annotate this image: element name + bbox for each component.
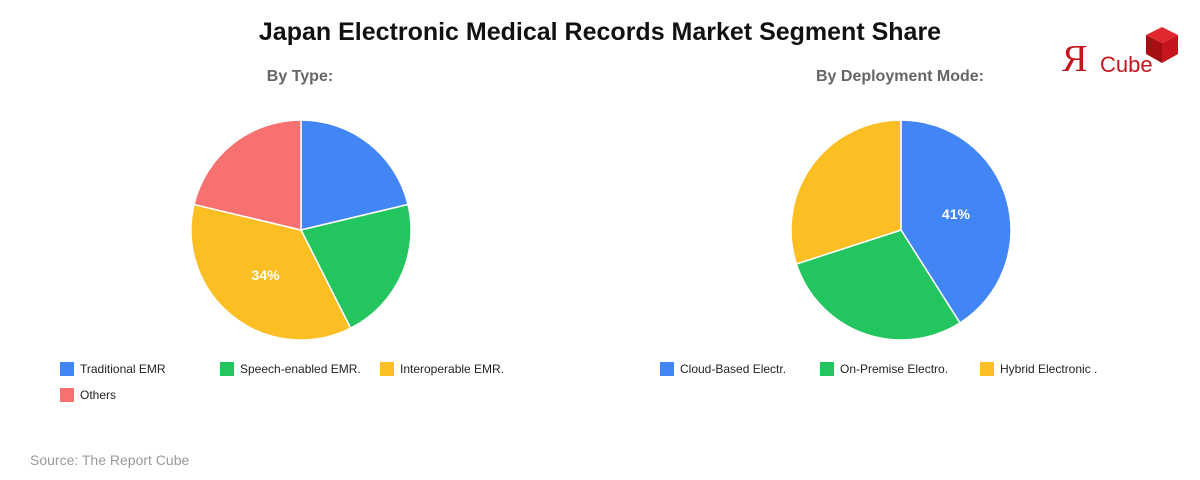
deployment-legend-label-0: Cloud-Based Electr. — [680, 362, 787, 376]
source-note: Source: The Report Cube — [30, 452, 190, 468]
deployment-legend-label-1: On-Premise Electro. — [840, 362, 949, 376]
deployment-legend-item-1[interactable]: On-Premise Electro. — [820, 361, 948, 377]
deployment-legend-swatch-1 — [820, 362, 834, 376]
deployment-legend-label-2: Hybrid Electronic . — [1000, 362, 1098, 376]
type-slice-0 — [300, 119, 409, 231]
type-legend-label-2: Interoperable EMR. — [400, 362, 505, 376]
deployment-data-label-0: 41% — [942, 206, 971, 222]
deployment-legend-swatch-2 — [980, 362, 994, 376]
pie-chart-by-deployment-mode: 41% — [790, 119, 1012, 341]
type-slice-2 — [190, 203, 352, 341]
type-slice-1 — [299, 203, 412, 330]
type-legend-item-2[interactable]: Interoperable EMR. — [380, 361, 504, 377]
type-slice-3 — [193, 119, 302, 231]
chart-title-by-deployment-mode: By Deployment Mode: — [815, 68, 984, 85]
type-legend-item-3[interactable]: Others — [60, 387, 116, 403]
type-data-label-2: 34% — [252, 267, 281, 283]
cube-icon — [1146, 27, 1178, 63]
deployment-slice-2 — [790, 119, 902, 265]
pie-chart-by-type: 34% — [190, 119, 412, 341]
deployment-slice-1 — [795, 229, 961, 341]
type-legend-swatch-1 — [220, 362, 234, 376]
type-legend-item-0[interactable]: Traditional EMR — [60, 361, 166, 377]
type-legend-label-1: Speech-enabled EMR. — [240, 362, 361, 376]
type-legend-swatch-2 — [380, 362, 394, 376]
deployment-legend-item-2[interactable]: Hybrid Electronic . — [980, 361, 1097, 377]
logo-letter: Я — [1062, 38, 1088, 80]
deployment-legend-swatch-0 — [660, 362, 674, 376]
type-legend-swatch-0 — [60, 362, 74, 376]
type-legend-label-3: Others — [80, 388, 117, 402]
type-legend-swatch-3 — [60, 388, 74, 402]
page-title: Japan Electronic Medical Records Market … — [258, 18, 942, 46]
type-legend-item-1[interactable]: Speech-enabled EMR. — [220, 361, 361, 377]
report-cube-logo: Я Cube — [1060, 26, 1185, 82]
deployment-legend-item-0[interactable]: Cloud-Based Electr. — [660, 361, 786, 377]
logo-text: Cube — [1100, 52, 1153, 77]
type-legend-label-0: Traditional EMR — [80, 362, 166, 376]
chart-title-by-type: By Type: — [266, 68, 334, 85]
